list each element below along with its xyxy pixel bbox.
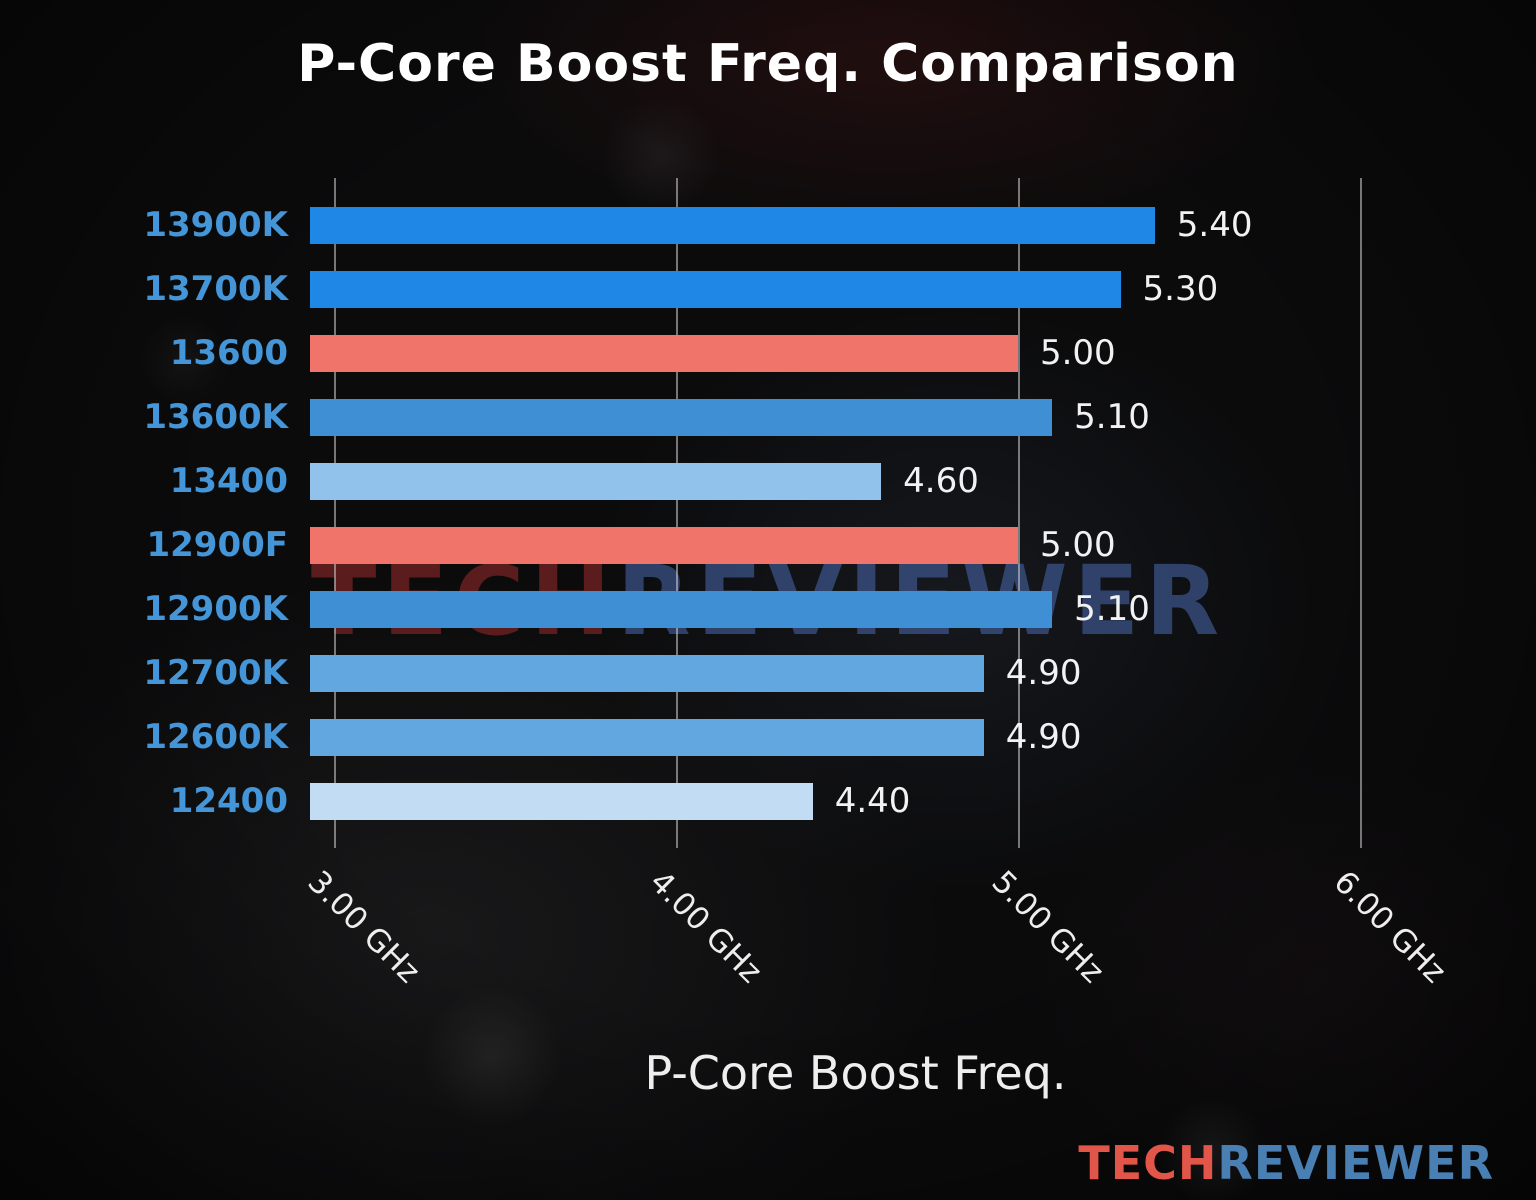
category-label-12900K: 12900K	[143, 589, 288, 629]
gridline-4.00-GHz	[675, 178, 678, 848]
value-label-13600: 5.00	[1039, 333, 1116, 373]
category-label-12400: 12400	[169, 781, 288, 821]
category-label-13400: 13400	[169, 461, 288, 501]
value-label-13600K: 5.10	[1074, 397, 1150, 437]
value-label-12900F: 5.00	[1039, 525, 1116, 565]
bar-13600	[310, 335, 1018, 372]
category-label-13600: 13600	[169, 333, 288, 373]
value-label-12600K: 4.90	[1005, 717, 1082, 757]
category-label-13600K: 13600K	[143, 397, 288, 437]
bar-12600K	[310, 719, 984, 756]
bar-12400	[310, 783, 813, 820]
brand-logo-reviewer: REVIEWER	[1217, 1136, 1494, 1190]
bar-12700K	[310, 655, 984, 692]
value-label-12900K: 5.10	[1074, 589, 1150, 629]
bar-13700K	[310, 271, 1121, 308]
bar-12900F	[310, 527, 1018, 564]
category-label-12700K: 12700K	[143, 653, 288, 693]
bar-12900K	[310, 591, 1053, 628]
value-label-13900K: 5.40	[1176, 205, 1253, 245]
value-label-13400: 4.60	[903, 461, 979, 501]
category-label-13900K: 13900K	[143, 205, 288, 245]
chart-title: P-Core Boost Freq. Comparison	[297, 34, 1239, 94]
plot-area: 3.00 GHz 4.00 GHz 5.00 GHz 6.00 GHz 13900K 5.…	[143, 178, 1453, 990]
value-label-12400: 4.40	[834, 781, 911, 821]
brand-logo-tech: TECH	[1078, 1136, 1218, 1190]
bar-13600K	[310, 399, 1053, 436]
gridline-3.00-GHz	[333, 178, 336, 848]
category-label-13700K: 13700K	[143, 269, 288, 309]
gridline-5.00-GHz	[1017, 178, 1020, 848]
category-label-12600K: 12600K	[143, 717, 288, 757]
category-label-12900F: 12900F	[146, 525, 288, 565]
bar-13400	[310, 463, 882, 500]
value-label-13700K: 5.30	[1142, 269, 1219, 309]
gridline-6.00-GHz	[1359, 178, 1362, 848]
brand-logo: TECHREVIEWER	[1078, 1136, 1494, 1190]
x-axis-label: P-Core Boost Freq.	[644, 1046, 1067, 1100]
value-label-12700K: 4.90	[1005, 653, 1082, 693]
bar-13900K	[310, 207, 1155, 244]
